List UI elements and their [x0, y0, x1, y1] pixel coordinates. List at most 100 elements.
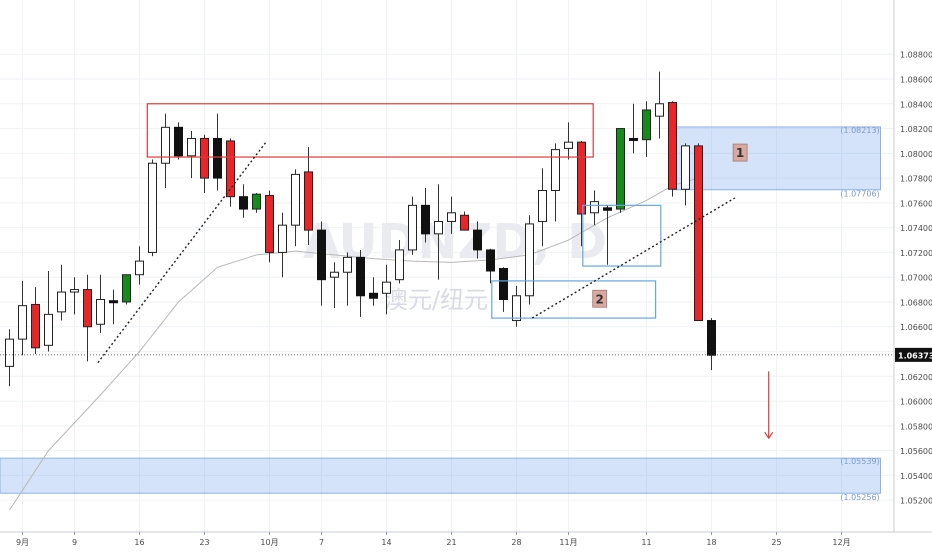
number-label-text: 2 — [596, 292, 604, 306]
candles — [5, 71, 716, 387]
candle-body — [57, 291, 66, 313]
time-tick-label: 14 — [381, 538, 391, 547]
number-labels: 12 — [592, 143, 748, 308]
candle-body — [421, 204, 430, 235]
last-price-tag — [895, 347, 932, 362]
candle-body — [96, 298, 105, 325]
zone-2 — [0, 457, 881, 494]
candle-body — [538, 189, 547, 222]
down-arrow-annotation — [764, 371, 774, 440]
time-tick-label: 28 — [511, 538, 521, 547]
time-tick-label: 7 — [319, 538, 324, 547]
candle-body — [70, 289, 79, 293]
candle-body — [83, 289, 92, 328]
candle-body — [317, 229, 326, 281]
candle-body — [148, 162, 157, 253]
candle-body — [369, 292, 378, 299]
candle-body — [512, 295, 521, 322]
candle-body — [681, 145, 690, 190]
candle-body — [590, 201, 599, 214]
candle-body — [278, 224, 287, 253]
price-tick-label: 1.05600 — [900, 447, 932, 456]
zone-label-bottom: (1.05256) — [840, 493, 879, 502]
candle-body — [213, 137, 222, 179]
annotation-box-2 — [582, 204, 662, 267]
candle-body — [356, 256, 365, 297]
time-tick-label: 23 — [199, 538, 209, 547]
time-axis: 9月 9 16 23 10月 7 14 21 28 11月 11 18 25 12月 — [0, 531, 932, 547]
price-tick-label: 1.07800 — [900, 175, 932, 184]
trendline-1 — [97, 140, 268, 364]
number-label-box — [592, 289, 608, 308]
candle-body — [109, 300, 118, 304]
candle-body — [395, 249, 404, 281]
price-tick-label: 1.07200 — [900, 249, 932, 258]
price-tick-label: 1.05800 — [900, 422, 932, 431]
annotation-box-3 — [491, 280, 657, 319]
candle-body — [694, 145, 703, 322]
price-tick-label: 1.06600 — [900, 323, 932, 332]
number-label-text: 1 — [736, 146, 744, 160]
last-price-label: 1.06373 — [898, 351, 932, 360]
candle-body — [473, 229, 482, 251]
price-tick-label: 1.06000 — [900, 398, 932, 407]
candle-body — [525, 223, 534, 297]
candle-body — [161, 126, 170, 164]
annotation-box-1 — [146, 103, 594, 158]
time-tick-label: 25 — [771, 538, 781, 547]
zone-label-top: (1.08213) — [840, 126, 879, 135]
candle-body — [135, 260, 144, 276]
grid — [0, 0, 894, 532]
time-tick-label: 9 — [72, 538, 77, 547]
price-tick-label: 1.06800 — [900, 298, 932, 307]
price-tick-label: 1.05400 — [900, 472, 932, 481]
candle-body — [434, 220, 443, 235]
candle-body — [447, 212, 456, 222]
candle-body — [564, 141, 573, 149]
candle-body — [668, 102, 677, 190]
candle-body — [460, 214, 469, 231]
price-tick-label: 1.07400 — [900, 224, 932, 233]
price-tick-label: 1.06200 — [900, 373, 932, 382]
candle-body — [707, 320, 716, 356]
candle-body — [655, 103, 664, 117]
candle-body — [252, 193, 261, 210]
candle-body — [629, 137, 638, 141]
candle-body — [187, 137, 196, 157]
price-tick-label: 1.08400 — [900, 100, 932, 109]
candle-body — [174, 126, 183, 157]
candle-body — [200, 137, 209, 179]
number-label-box — [732, 143, 748, 162]
time-tick-label: 21 — [446, 538, 456, 547]
price-tick-label: 1.07600 — [900, 199, 932, 208]
trendline-2 — [531, 197, 736, 319]
candle-body — [382, 281, 391, 294]
candle-body — [577, 141, 586, 215]
candle-body — [265, 194, 274, 253]
price-tick-label: 1.08200 — [900, 125, 932, 134]
time-tick-label: 11 — [641, 538, 651, 547]
price-tick-label: 1.08000 — [900, 150, 932, 159]
candle-body — [291, 173, 300, 226]
price-tick-label: 1.08800 — [900, 51, 932, 60]
candle-body — [18, 305, 27, 340]
time-tick-label: 9月 — [16, 538, 29, 547]
candle-body — [343, 256, 352, 273]
zone-label-bottom: (1.07706) — [840, 190, 879, 199]
candle-body — [603, 207, 612, 211]
candle-body — [239, 196, 248, 210]
plot-area — [0, 0, 894, 532]
support-resistance-zones: (1.08213) (1.07706) (1.05539) (1.05256) — [0, 126, 881, 502]
candle-body — [44, 313, 53, 346]
candle-body — [408, 204, 417, 251]
candle-body — [486, 249, 495, 272]
candle-body — [226, 140, 235, 198]
time-tick-label: 18 — [706, 538, 716, 547]
candle-body — [31, 303, 40, 349]
time-tick-label: 16 — [134, 538, 144, 547]
arrow-head — [764, 431, 774, 440]
candle-body — [642, 109, 651, 141]
trendlines — [97, 140, 736, 364]
symbol-watermark: AUDNZD, D — [303, 214, 607, 270]
